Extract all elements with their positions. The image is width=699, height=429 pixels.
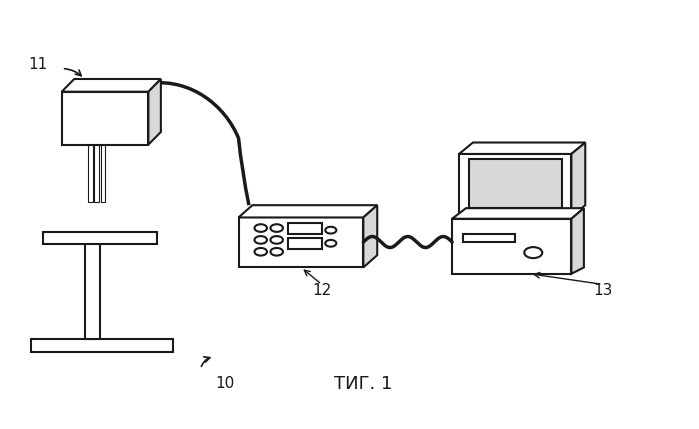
Polygon shape — [459, 142, 585, 154]
Circle shape — [271, 224, 283, 232]
Circle shape — [271, 248, 283, 256]
FancyBboxPatch shape — [31, 338, 173, 352]
FancyBboxPatch shape — [101, 145, 106, 202]
FancyBboxPatch shape — [289, 238, 322, 249]
Polygon shape — [452, 208, 584, 219]
FancyBboxPatch shape — [43, 232, 157, 244]
FancyBboxPatch shape — [62, 92, 148, 145]
FancyBboxPatch shape — [85, 243, 100, 338]
Text: ΤИГ. 1: ΤИГ. 1 — [334, 375, 393, 393]
FancyBboxPatch shape — [289, 223, 322, 233]
Text: 10: 10 — [215, 376, 234, 391]
Circle shape — [254, 248, 267, 256]
Circle shape — [325, 227, 336, 233]
Text: 11: 11 — [28, 57, 47, 72]
Text: 12: 12 — [312, 283, 331, 298]
Polygon shape — [571, 208, 584, 274]
Polygon shape — [62, 79, 161, 92]
Polygon shape — [238, 205, 377, 218]
Circle shape — [254, 224, 267, 232]
FancyBboxPatch shape — [94, 145, 99, 202]
FancyBboxPatch shape — [459, 154, 571, 217]
Polygon shape — [363, 205, 377, 267]
Circle shape — [271, 236, 283, 244]
Circle shape — [254, 236, 267, 244]
FancyBboxPatch shape — [463, 234, 514, 242]
Polygon shape — [148, 79, 161, 145]
FancyBboxPatch shape — [452, 219, 571, 274]
FancyBboxPatch shape — [238, 218, 363, 267]
Circle shape — [325, 240, 336, 247]
FancyBboxPatch shape — [469, 160, 562, 208]
Polygon shape — [571, 142, 585, 217]
Text: 13: 13 — [593, 283, 612, 298]
FancyBboxPatch shape — [88, 145, 93, 202]
Circle shape — [524, 247, 542, 258]
